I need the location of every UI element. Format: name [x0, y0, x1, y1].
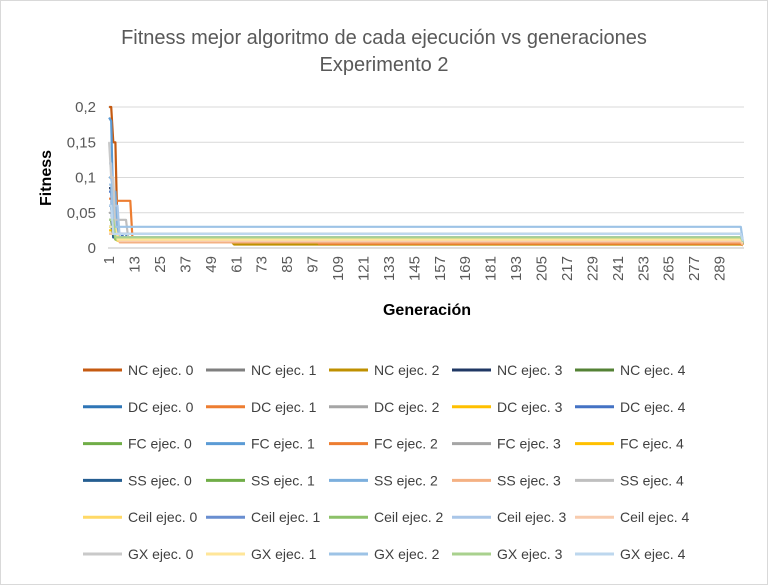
series-line — [109, 176, 744, 243]
x-tick-label: 1 — [101, 256, 118, 264]
legend-label: SS ejec. 2 — [374, 472, 438, 488]
legend-label: NC ejec. 1 — [251, 362, 317, 378]
legend-label: Ceil ejec. 4 — [620, 509, 689, 525]
x-tick-label: 49 — [203, 256, 220, 273]
x-tick-label: 169 — [457, 256, 474, 281]
legend-label: GX ejec. 3 — [497, 546, 563, 562]
legend-label: DC ejec. 2 — [374, 399, 440, 415]
x-tick-label: 145 — [406, 256, 423, 281]
series-line — [109, 218, 744, 243]
legend-label: DC ejec. 3 — [497, 399, 563, 415]
x-tick-label: 217 — [559, 256, 576, 281]
legend-label: FC ejec. 0 — [128, 436, 192, 452]
legend-label: SS ejec. 4 — [620, 472, 684, 488]
legend-label: SS ejec. 3 — [497, 472, 561, 488]
legend-label: DC ejec. 0 — [128, 399, 194, 415]
legend-label: NC ejec. 0 — [128, 362, 194, 378]
legend-label: SS ejec. 0 — [128, 472, 192, 488]
chart-title: Fitness mejor algoritmo de cada ejecució… — [121, 27, 647, 49]
legend-label: FC ejec. 1 — [251, 436, 315, 452]
x-tick-label: 61 — [228, 256, 245, 273]
legend-label: Ceil ejec. 2 — [374, 509, 443, 525]
series-line — [109, 204, 744, 242]
legend-label: DC ejec. 1 — [251, 399, 317, 415]
legend: NC ejec. 0 NC ejec. 1 NC ejec. 2 NC ejec. 3… — [83, 362, 689, 562]
x-tick-label: 85 — [279, 256, 296, 273]
legend-label: GX ejec. 1 — [251, 546, 317, 562]
legend-label: NC ejec. 3 — [497, 362, 563, 378]
legend-label: FC ejec. 3 — [497, 436, 561, 452]
x-tick-label: 289 — [712, 256, 729, 281]
legend-label: FC ejec. 2 — [374, 436, 438, 452]
legend-label: NC ejec. 4 — [620, 362, 686, 378]
legend-label: GX ejec. 2 — [374, 546, 440, 562]
legend-label: Ceil ejec. 1 — [251, 509, 320, 525]
series-lines — [108, 105, 744, 247]
legend-label: GX ejec. 4 — [620, 546, 686, 562]
x-tick-label: 277 — [686, 256, 703, 281]
x-tick-label: 253 — [635, 256, 652, 281]
x-tick-label: 241 — [610, 256, 627, 281]
series-line — [109, 187, 744, 246]
series-line — [109, 162, 744, 243]
y-tick-label: 0,2 — [75, 99, 96, 116]
x-tick-label: 205 — [534, 256, 551, 281]
legend-label: Ceil ejec. 0 — [128, 509, 197, 525]
series-line — [109, 105, 744, 247]
legend-label: NC ejec. 2 — [374, 362, 440, 378]
x-tick-label: 25 — [152, 256, 169, 273]
x-tick-label: 193 — [508, 256, 525, 281]
x-tick-label: 229 — [584, 256, 601, 281]
chart-subtitle: Experimento 2 — [320, 54, 449, 76]
y-tick-label: 0,05 — [67, 205, 96, 222]
gridlines — [108, 106, 744, 214]
x-tick-label: 181 — [483, 256, 500, 281]
x-tick-label: 73 — [254, 256, 271, 273]
legend-label: SS ejec. 1 — [251, 472, 315, 488]
y-tick-label: 0,15 — [67, 134, 96, 151]
x-tick-label: 97 — [305, 256, 322, 273]
x-axis-ticks: 1 13 25 37 49 61 73 85 97 109 121 133 145 157 169 181 19… — [101, 256, 729, 281]
series-line — [108, 117, 744, 244]
x-tick-label: 133 — [381, 256, 398, 281]
legend-label: GX ejec. 0 — [128, 546, 194, 562]
series-line — [109, 190, 744, 245]
x-tick-label: 109 — [330, 256, 347, 281]
legend-label: Ceil ejec. 3 — [497, 509, 566, 525]
y-tick-label: 0,1 — [75, 170, 96, 187]
x-tick-label: 265 — [661, 256, 678, 281]
x-tick-label: 121 — [356, 256, 373, 281]
x-tick-label: 13 — [127, 256, 144, 273]
x-axis-title: Generación — [383, 302, 471, 319]
legend-label: DC ejec. 4 — [620, 399, 686, 415]
y-tick-label: 0 — [88, 240, 96, 257]
y-axis-title: Fitness — [38, 150, 55, 206]
x-tick-label: 157 — [432, 256, 449, 281]
x-tick-label: 37 — [177, 256, 194, 273]
legend-label: FC ejec. 4 — [620, 436, 684, 452]
y-axis-ticks: 0 0,05 0,1 0,15 0,2 — [67, 99, 96, 257]
